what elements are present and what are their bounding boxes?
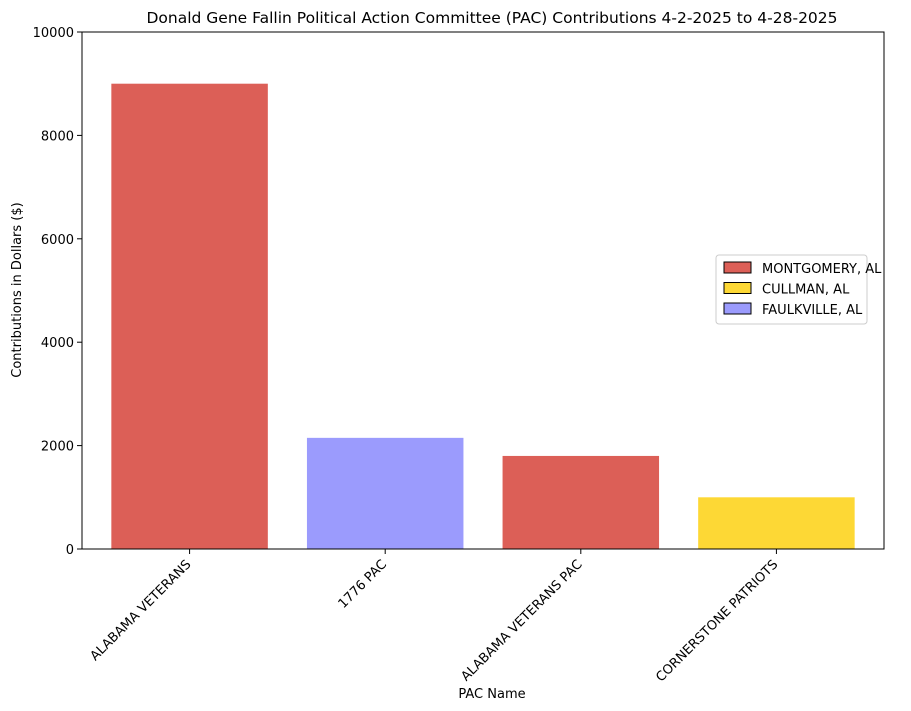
legend: MONTGOMERY, AL CULLMAN, AL FAULKVILLE, AL <box>715 254 882 325</box>
y-tick-label: 0 <box>66 543 74 558</box>
bar-1 <box>306 437 464 549</box>
x-tick-label: ALABAMA VETERANS PAC <box>458 557 585 684</box>
bar-0 <box>111 83 268 549</box>
y-tick-label: 2000 <box>41 440 74 455</box>
x-tick-label: CORNERSTONE PATRIOTS <box>653 557 781 685</box>
x-tick-label: 1776 PAC <box>336 557 390 611</box>
legend-frame <box>715 254 868 325</box>
plot-frame <box>81 31 885 550</box>
y-axis-label: Contributions in Dollars ($) <box>10 202 25 377</box>
legend-swatch <box>723 302 752 315</box>
legend-label: CULLMAN, AL <box>762 283 850 298</box>
x-axis-label: PAC Name <box>458 687 525 702</box>
x-tick-label: ALABAMA VETERANS <box>88 557 195 664</box>
y-tick-label: 10000 <box>33 26 74 41</box>
x-axis-ticks: ALABAMA VETERANS 1776 PAC ALABAMA VETERANS… <box>88 549 781 685</box>
bar-3 <box>698 497 855 549</box>
bars-group <box>111 83 855 549</box>
legend-label: FAULKVILLE, AL <box>762 303 863 318</box>
legend-swatch <box>723 261 752 274</box>
legend-swatch <box>723 282 752 294</box>
chart-title: Donald Gene Fallin Political Action Comm… <box>146 9 837 27</box>
y-tick-label: 6000 <box>41 233 74 248</box>
bar-2 <box>502 455 660 549</box>
y-axis-ticks: 0 2000 4000 6000 8000 10000 <box>33 26 82 558</box>
y-tick-label: 8000 <box>41 129 74 144</box>
y-tick-label: 4000 <box>41 336 74 351</box>
legend-label: MONTGOMERY, AL <box>762 262 882 277</box>
